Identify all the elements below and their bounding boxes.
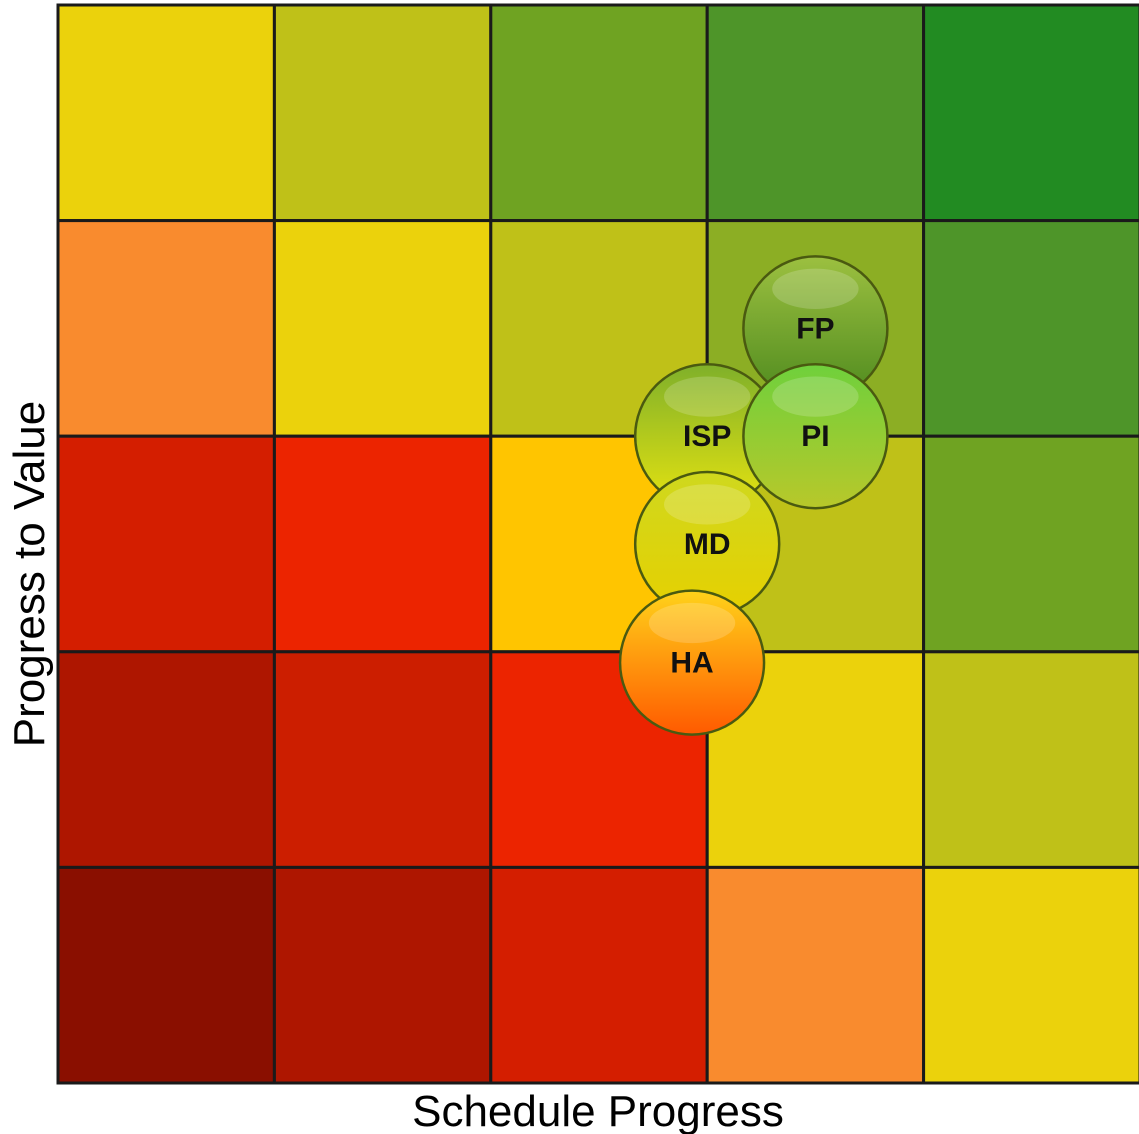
bubble-highlight	[664, 376, 751, 417]
bubble-label: MD	[684, 528, 731, 561]
heatmap-cell-r1-c5	[922, 3, 1139, 223]
x-axis-label: Schedule Progress	[412, 1087, 784, 1134]
bubble-isp: ISP	[633, 362, 781, 510]
heatmap-cell-r3-c2	[272, 434, 493, 654]
heatmap-cell-r2-c2	[272, 219, 493, 438]
bubble-highlight	[772, 376, 859, 417]
bubble-circle	[618, 589, 766, 736]
heatmap-cell-r4-c2	[272, 650, 493, 869]
bubbles: FP ISP PI MD HA	[618, 255, 889, 736]
heatmap-cell-r3-c5	[922, 434, 1139, 654]
heatmap-cell-r2-c5	[922, 219, 1139, 438]
bubble-label: PI	[801, 420, 829, 453]
heatmap-cell-r5-c1	[56, 865, 276, 1085]
bubble-label: ISP	[683, 420, 731, 453]
heatmap-cell-r4-c5	[922, 650, 1139, 869]
bubble-circle	[742, 362, 889, 510]
bubble-md: MD	[633, 470, 781, 618]
y-axis-label: Progress to Value	[5, 401, 54, 747]
heatmap-cell-r3-c1	[56, 434, 276, 654]
heatmap-cell-r1-c3	[489, 3, 709, 223]
bubble-label: FP	[796, 312, 834, 345]
bubble-label: HA	[670, 647, 713, 680]
heatmap-cell-r5-c4	[705, 865, 926, 1085]
heatmap-cell-r5-c5	[922, 865, 1139, 1085]
bubble-ha: HA	[618, 589, 766, 736]
bubble-highlight	[772, 268, 859, 309]
heatmap-cell-r5-c2	[272, 865, 493, 1085]
bubble-highlight	[664, 484, 751, 525]
heatmap-cell-r1-c4	[705, 3, 926, 223]
bubble-highlight	[648, 602, 736, 644]
bubble-pi: PI	[742, 362, 889, 510]
heatmap-cell-r2-c1	[56, 219, 276, 438]
heatmap-cell-r5-c3	[489, 865, 709, 1085]
heatmap-cells	[56, 3, 1139, 1085]
heatmap-cell-r1-c1	[56, 3, 276, 223]
heatmap-cell-r1-c2	[272, 3, 493, 223]
heatmap-cell-r4-c1	[56, 650, 276, 869]
